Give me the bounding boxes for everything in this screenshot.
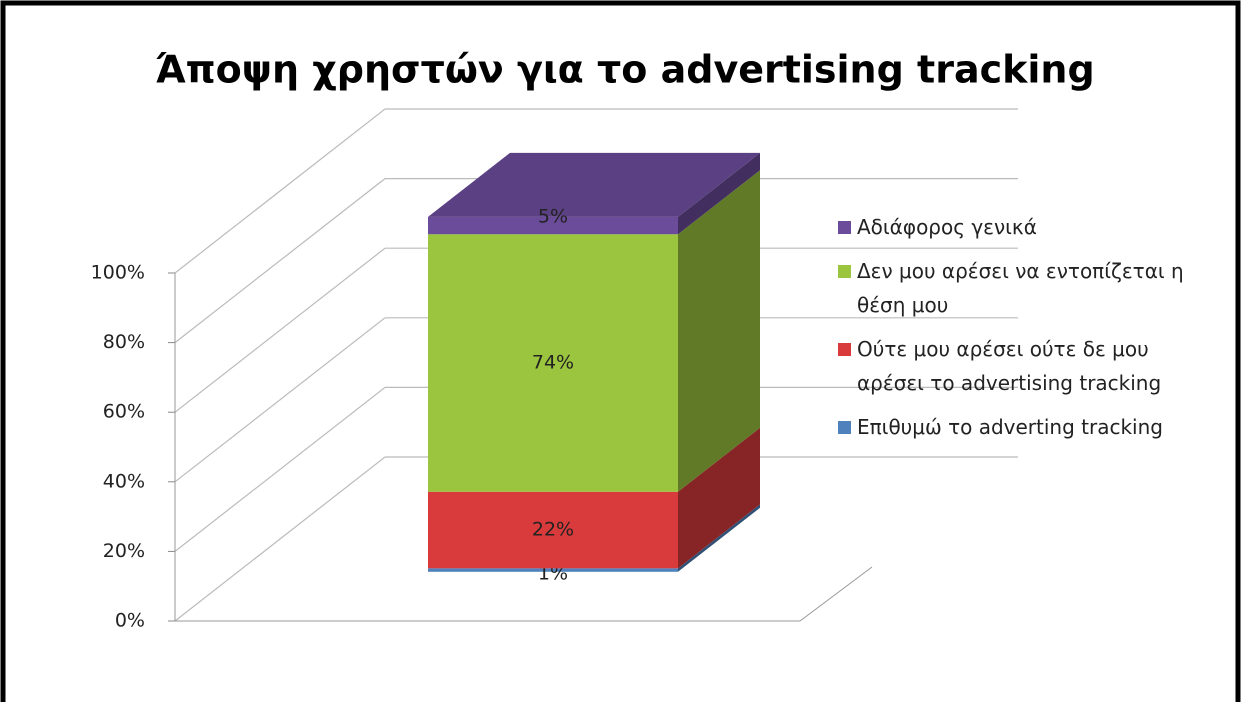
bar-segment <box>428 491 678 569</box>
chart-title: Άποψη χρηστών για το advertising trackin… <box>155 48 1094 92</box>
legend-label: Ούτε μου αρέσει ούτε δε μου αρέσει το ad… <box>857 337 1162 395</box>
bar-segment-side <box>678 427 760 569</box>
y-tick-label: 20% <box>103 540 145 562</box>
data-label: 74% <box>532 352 574 374</box>
legend-item: Αδιάφορος γενικά <box>838 210 1208 244</box>
y-tick-label: 60% <box>103 401 145 423</box>
bar-segment <box>428 234 678 492</box>
y-tick-label: 0% <box>115 610 145 632</box>
grid-line <box>174 456 386 622</box>
grid-line <box>174 317 386 483</box>
bar-segment <box>428 216 678 235</box>
grid-line <box>174 247 386 413</box>
legend-item: Ούτε μου αρέσει ούτε δε μου αρέσει το ad… <box>838 332 1208 400</box>
grid-line <box>174 108 386 274</box>
y-tick-label: 100% <box>91 262 145 284</box>
floor-edge <box>799 566 873 622</box>
legend-item: Επιθυμώ το adverting tracking <box>838 410 1208 444</box>
legend-swatch <box>838 265 851 278</box>
y-tick-label: 40% <box>103 470 145 492</box>
bar-segment-side <box>678 170 760 492</box>
legend-swatch <box>838 421 851 434</box>
grid-line <box>174 386 386 552</box>
bar-segment-side <box>678 152 760 235</box>
legend-item: Δεν μου αρέσει να εντοπίζεται η θέση μου <box>838 254 1208 322</box>
legend: Αδιάφορος γενικά Δεν μου αρέσει να εντοπί… <box>838 210 1208 454</box>
bar-segment <box>428 568 678 572</box>
legend-label: Αδιάφορος γενικά <box>857 215 1037 239</box>
legend-swatch <box>838 343 851 356</box>
bar-segment-side <box>678 504 760 572</box>
legend-label: Επιθυμώ το adverting tracking <box>857 415 1163 439</box>
data-label: 5% <box>538 205 568 227</box>
legend-swatch <box>838 221 851 234</box>
y-tick-label: 80% <box>103 331 145 353</box>
bar-top <box>428 152 760 217</box>
data-label: 22% <box>532 519 574 541</box>
legend-label: Δεν μου αρέσει να εντοπίζεται η θέση μου <box>857 259 1184 317</box>
grid-line <box>174 178 386 344</box>
